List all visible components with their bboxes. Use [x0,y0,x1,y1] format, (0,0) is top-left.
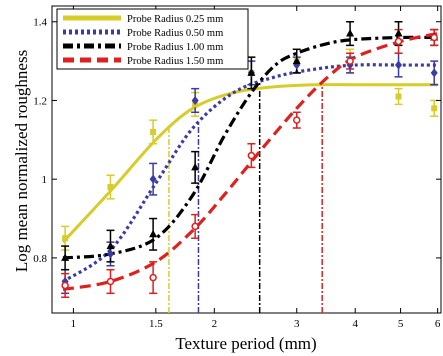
y-tick-label-2: 1.2 [33,95,47,107]
marker-1-2 [149,174,157,184]
marker-2-7 [394,29,403,37]
marker-0-2 [150,128,157,135]
axis-tick-labels: 1 1.5 2 3 4 5 6 0.8 1 1.2 1.4 [33,17,441,330]
legend: Probe Radius 0.25 mm Probe Radius 0.50 m… [56,8,249,70]
x-tick-label-0: 1 [71,318,77,330]
y-tick-label-1: 1 [42,174,48,186]
marker-2-6 [346,29,355,37]
fit-curve-1 [62,63,438,283]
marker-0-0 [62,235,69,242]
y-axis-title: Log mean normalized roughness [12,50,31,272]
marker-2-5 [292,56,301,65]
x-tick-label-3: 3 [294,318,300,330]
marker-3-3 [191,222,199,231]
x-tick-label-6: 6 [435,318,441,330]
marker-2-3 [191,162,200,171]
marker-0-8 [431,105,438,112]
marker-1-3 [191,95,199,105]
marker-3-7 [394,37,403,46]
x-tick-label-2: 2 [212,318,218,330]
marker-1-8 [430,68,438,78]
x-tick-label-1: 1.5 [149,318,163,330]
marker-2-2 [149,229,158,238]
y-tick-label-3: 1.4 [33,17,47,29]
legend-label-0: Probe Radius 0.25 mm [127,14,223,25]
data-markers [61,29,439,290]
marker-3-1 [106,277,115,286]
legend-label-3: Probe Radius 1.50 mm [127,56,223,67]
marker-1-1 [106,249,114,259]
marker-2-4 [247,68,256,76]
fit-curve-3 [62,31,438,291]
threshold-lines [168,82,323,313]
marker-0-7 [395,93,402,100]
marker-0-1 [107,184,114,191]
marker-2-1 [106,241,115,250]
legend-label-1: Probe Radius 0.50 mm [127,28,223,39]
marker-3-8 [430,33,438,42]
marker-3-0 [61,281,69,290]
y-tick-label-0: 0.8 [33,253,47,265]
marker-3-2 [149,273,157,282]
marker-3-6 [346,57,354,65]
marker-3-4 [247,151,256,160]
marker-2-0 [61,253,70,261]
x-tick-label-4: 4 [352,318,358,330]
x-tick-label-5: 5 [398,318,404,330]
legend-label-2: Probe Radius 1.00 mm [127,42,223,53]
marker-1-7 [395,60,403,70]
fit-curve-0 [61,83,438,244]
x-axis-title: Texture period (mm) [175,334,316,353]
marker-3-5 [292,116,301,124]
